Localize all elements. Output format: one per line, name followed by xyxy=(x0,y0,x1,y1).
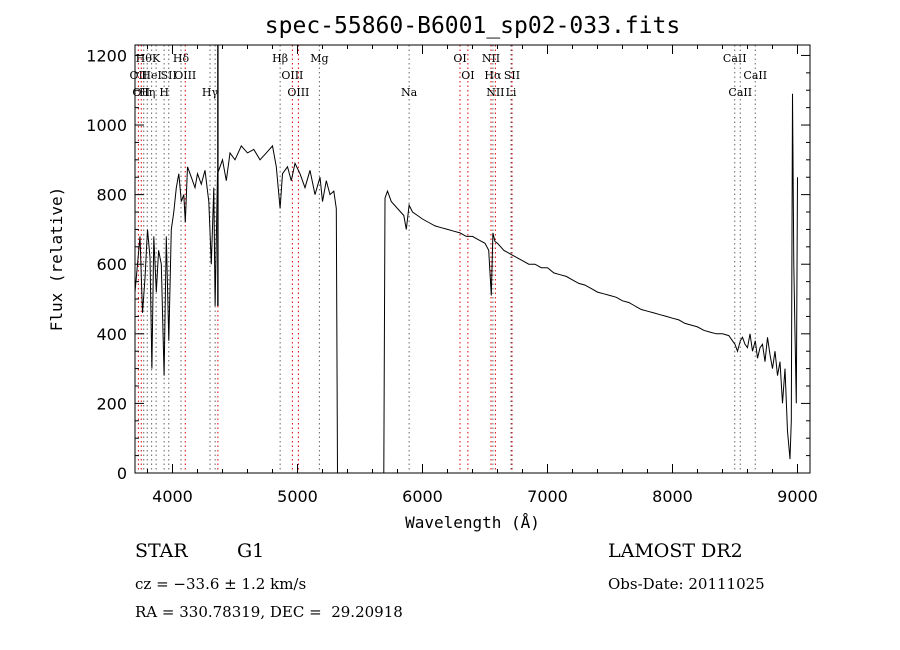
y-tick-label: 1000 xyxy=(86,116,127,135)
object-class: STAR xyxy=(135,540,188,562)
ra-dec-coordinates: RA = 330.78319, DEC = 29.20918 xyxy=(135,603,403,621)
y-tick-label: 200 xyxy=(96,394,127,413)
spectral-line-label: OI xyxy=(453,52,466,65)
x-tick-label: 4000 xyxy=(152,487,193,506)
observation-date: Obs-Date: 20111025 xyxy=(608,575,765,593)
spectral-line-label: NII xyxy=(486,86,504,99)
x-tick-label: 7000 xyxy=(527,487,568,506)
spectral-line-label: H xyxy=(159,86,169,99)
y-tick-label: 600 xyxy=(96,255,127,274)
spectral-line-label: OI xyxy=(461,69,474,82)
spectral-line-label: SII xyxy=(504,69,520,82)
y-tick-label: 800 xyxy=(96,186,127,205)
spectral-line-label: CaII xyxy=(728,86,752,99)
y-tick-label: 400 xyxy=(96,325,127,344)
spectral-line-label: Hγ xyxy=(202,86,219,99)
spectral-line-label: Hη xyxy=(139,86,155,99)
spectral-line-label: Na xyxy=(401,86,418,99)
spectral-line-label: K xyxy=(152,52,161,65)
spectrum-line xyxy=(134,93,798,474)
x-tick-label: 8000 xyxy=(652,487,693,506)
x-tick-label: 6000 xyxy=(402,487,443,506)
spectral-line-label: OII xyxy=(132,86,150,99)
y-tick-label: 1200 xyxy=(86,46,127,65)
spectral-line-label: Hδ xyxy=(173,52,190,65)
spectral-line-label: OIII xyxy=(281,69,303,82)
plot-frame xyxy=(134,44,811,474)
spectral-line-label: OIII xyxy=(287,86,309,99)
x-axis-label: Wavelength (Å) xyxy=(405,513,540,532)
spectral-line-label: Hθ xyxy=(136,52,153,65)
spectral-line-label: HeI xyxy=(141,69,161,82)
spectral-line-label: OII xyxy=(130,69,148,82)
spectral-line-label: Hβ xyxy=(272,52,288,65)
spectral-line-label: OIII xyxy=(174,69,196,82)
spectral-line-label: SII xyxy=(161,69,177,82)
spectral-line-label: Mg xyxy=(310,52,328,65)
spectral-line-label: CaII xyxy=(723,52,747,65)
x-tick-label: 5000 xyxy=(277,487,318,506)
spectral-line-label: NII xyxy=(482,52,500,65)
spectral-line-label: CaII xyxy=(743,69,767,82)
survey-name: LAMOST DR2 xyxy=(608,540,743,562)
x-tick-label: 9000 xyxy=(777,487,818,506)
chart-title: spec-55860-B6001_sp02-033.fits xyxy=(265,13,680,39)
spectral-line-label: Hα xyxy=(484,69,502,82)
redshift-velocity: cz = −33.6 ± 1.2 km/s xyxy=(135,575,307,593)
spectral-line-label: Li xyxy=(506,86,517,99)
y-axis-label: Flux (relative) xyxy=(47,187,66,332)
y-tick-label: 0 xyxy=(117,464,127,483)
object-subclass: G1 xyxy=(237,540,265,562)
